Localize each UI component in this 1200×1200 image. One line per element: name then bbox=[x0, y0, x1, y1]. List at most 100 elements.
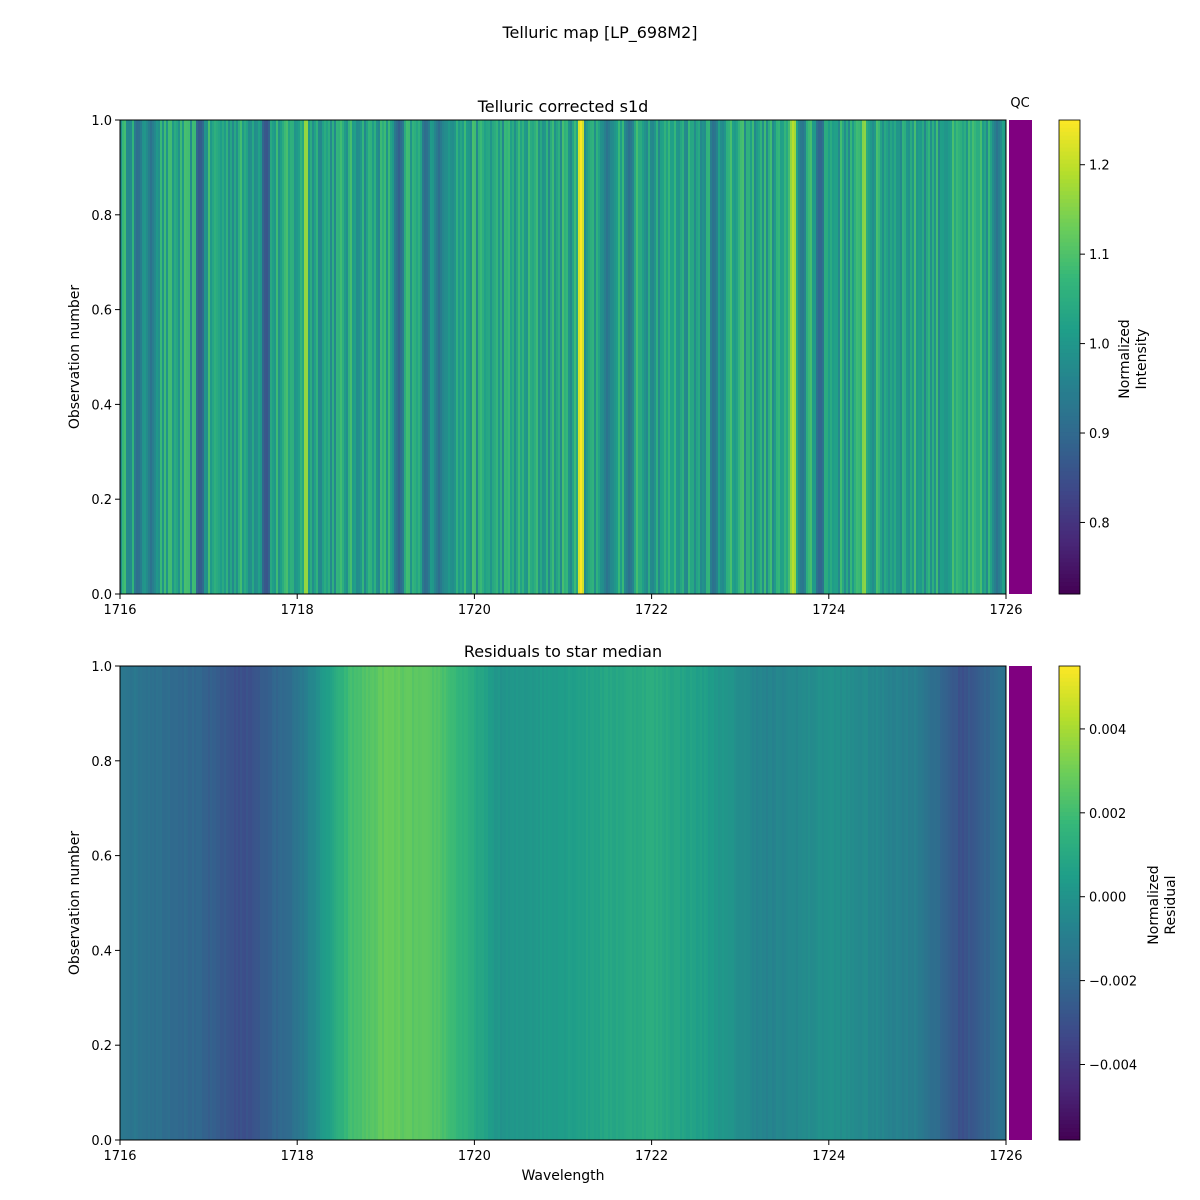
heatmap-column bbox=[326, 120, 329, 594]
heatmap-column bbox=[524, 666, 527, 1140]
heatmap-column bbox=[450, 120, 453, 594]
heatmap-column bbox=[542, 666, 545, 1140]
heatmap-column bbox=[696, 666, 699, 1140]
heatmap-column bbox=[380, 666, 383, 1140]
heatmap-column bbox=[126, 120, 129, 594]
heatmap-column bbox=[846, 120, 849, 594]
colorbar-segment bbox=[1059, 737, 1080, 742]
colorbar-segment bbox=[1059, 741, 1080, 746]
heatmap-column bbox=[942, 666, 945, 1140]
colorbar-frame bbox=[1058, 665, 1081, 1141]
colorbar-segment bbox=[1059, 432, 1080, 437]
heatmap-column bbox=[638, 666, 641, 1140]
heatmap-column bbox=[470, 666, 473, 1140]
x-tick-label: 1720 bbox=[458, 603, 491, 618]
heatmap-column bbox=[674, 666, 677, 1140]
heatmap-column bbox=[306, 666, 309, 1140]
heatmap-column bbox=[158, 666, 161, 1140]
heatmap-column bbox=[808, 666, 811, 1140]
heatmap-column bbox=[276, 120, 279, 594]
colorbar-segment bbox=[1059, 1072, 1080, 1078]
heatmap-column bbox=[692, 120, 695, 594]
heatmap-column bbox=[156, 120, 159, 594]
colorbar-segment bbox=[1059, 297, 1080, 303]
heatmap-column bbox=[724, 666, 727, 1140]
heatmap-column bbox=[192, 666, 195, 1140]
heatmap-column bbox=[804, 666, 807, 1140]
heatmap-column bbox=[136, 120, 139, 594]
heatmap-column bbox=[1000, 120, 1003, 594]
heatmap-column bbox=[310, 120, 313, 594]
heatmap-column bbox=[938, 666, 941, 1140]
heatmap-column bbox=[786, 120, 789, 594]
heatmap-column bbox=[172, 120, 175, 594]
heatmap-column bbox=[916, 666, 919, 1140]
heatmap-column bbox=[550, 666, 553, 1140]
colorbar-segment bbox=[1059, 495, 1080, 500]
heatmap-column bbox=[608, 120, 611, 594]
colorbar-segment bbox=[1059, 558, 1080, 563]
heatmap-column bbox=[564, 666, 567, 1140]
heatmap-column bbox=[280, 120, 283, 594]
y-tick-label: 0.0 bbox=[91, 1134, 112, 1149]
heatmap-column bbox=[544, 666, 547, 1140]
heatmap-column bbox=[184, 120, 187, 594]
heatmap-column bbox=[900, 120, 903, 594]
heatmap-column bbox=[498, 120, 501, 594]
heatmap-column bbox=[348, 666, 351, 1140]
colorbar-segment bbox=[1059, 511, 1080, 516]
heatmap-column bbox=[632, 666, 635, 1140]
heatmap-column bbox=[406, 120, 409, 594]
colorbar-segment bbox=[1059, 289, 1080, 295]
heatmap-column bbox=[402, 666, 405, 1140]
heatmap-column bbox=[170, 666, 173, 1140]
heatmap-column bbox=[896, 120, 899, 594]
heatmap-column bbox=[698, 666, 701, 1140]
y-tick-label: 0.0 bbox=[91, 588, 112, 603]
heatmap-column bbox=[568, 666, 571, 1140]
heatmap-column bbox=[590, 120, 593, 594]
colorbar-segment bbox=[1059, 867, 1080, 872]
colorbar-segment bbox=[1059, 151, 1080, 157]
heatmap-column bbox=[352, 666, 355, 1140]
heatmap-column bbox=[802, 120, 805, 594]
heatmap-column bbox=[218, 120, 221, 594]
heatmap-column bbox=[828, 120, 831, 594]
heatmap-column bbox=[306, 120, 309, 594]
heatmap-column bbox=[228, 666, 231, 1140]
heatmap-column bbox=[710, 666, 713, 1140]
heatmap-column bbox=[530, 120, 533, 594]
heatmap-column bbox=[570, 120, 573, 594]
heatmap-column bbox=[772, 120, 775, 594]
colorbar-segment bbox=[1059, 463, 1080, 469]
heatmap-column bbox=[730, 666, 733, 1140]
heatmap-column bbox=[908, 120, 911, 594]
colorbar-segment bbox=[1059, 748, 1080, 754]
heatmap-column bbox=[790, 666, 793, 1140]
heatmap-column bbox=[902, 666, 905, 1140]
heatmap-column bbox=[714, 120, 717, 594]
panel1-qc-strip bbox=[1009, 120, 1032, 594]
heatmap-column bbox=[522, 120, 525, 594]
heatmap-column bbox=[662, 120, 665, 594]
heatmap-column bbox=[908, 666, 911, 1140]
heatmap-column bbox=[172, 666, 175, 1140]
heatmap-column bbox=[452, 666, 455, 1140]
heatmap-column bbox=[906, 666, 909, 1140]
heatmap-column bbox=[804, 120, 807, 594]
heatmap-column bbox=[978, 120, 981, 594]
heatmap-column bbox=[286, 120, 289, 594]
heatmap-column bbox=[704, 120, 707, 594]
colorbar-segment bbox=[1059, 503, 1080, 508]
heatmap-column bbox=[212, 120, 215, 594]
colorbar-segment bbox=[1059, 530, 1080, 536]
colorbar-segment bbox=[1059, 1108, 1080, 1113]
heatmap-column bbox=[388, 666, 391, 1140]
heatmap-column bbox=[738, 120, 741, 594]
heatmap-column bbox=[304, 120, 307, 594]
heatmap-column bbox=[932, 666, 935, 1140]
heatmap-column bbox=[1000, 666, 1003, 1140]
heatmap-column bbox=[844, 120, 847, 594]
colorbar-segment bbox=[1059, 717, 1080, 722]
heatmap-column bbox=[230, 120, 233, 594]
